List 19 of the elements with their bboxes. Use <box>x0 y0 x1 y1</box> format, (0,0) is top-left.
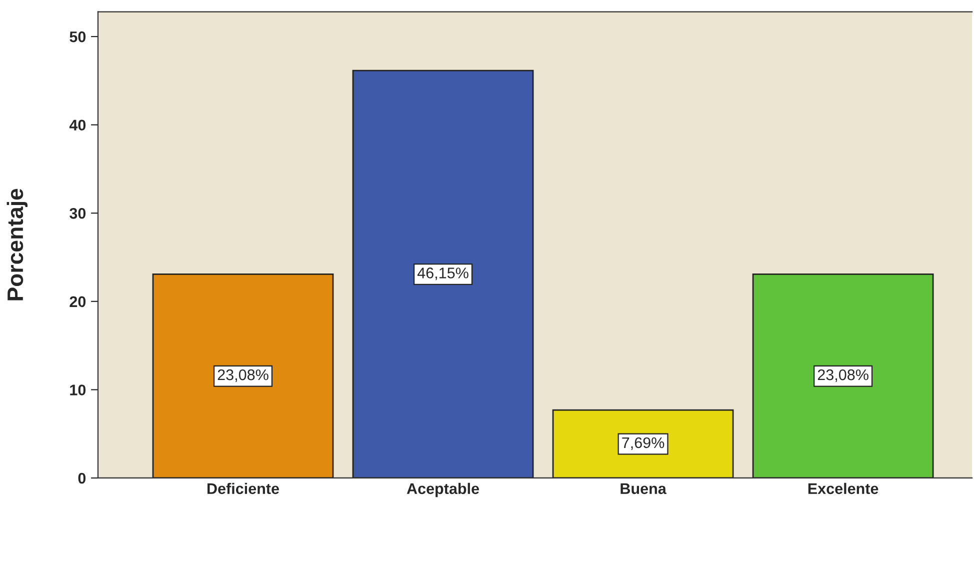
y-axis-title: Porcentaje <box>6 188 28 300</box>
y-tick-label: 20 <box>70 296 86 308</box>
x-tick-label: Aceptable <box>406 482 479 498</box>
y-tick-label: 30 <box>70 208 86 219</box>
y-tick-label: 40 <box>69 120 86 131</box>
bar <box>752 274 934 478</box>
y-tick-label: 50 <box>70 31 86 42</box>
y-tick-label: 0 <box>78 472 86 484</box>
bar <box>152 274 334 478</box>
x-tick-label: Deficiente <box>208 482 279 494</box>
x-tick-label: Excelente <box>808 482 878 494</box>
data-label: 46,15% <box>417 268 468 280</box>
data-label: 23,08% <box>218 369 268 382</box>
bar <box>552 409 734 478</box>
x-tick-label: Buena <box>620 483 666 494</box>
data-label: 7,69% <box>622 437 664 450</box>
data-label: 23,08% <box>818 369 868 382</box>
y-tick-label: 10 <box>70 384 86 396</box>
bar <box>352 70 534 478</box>
